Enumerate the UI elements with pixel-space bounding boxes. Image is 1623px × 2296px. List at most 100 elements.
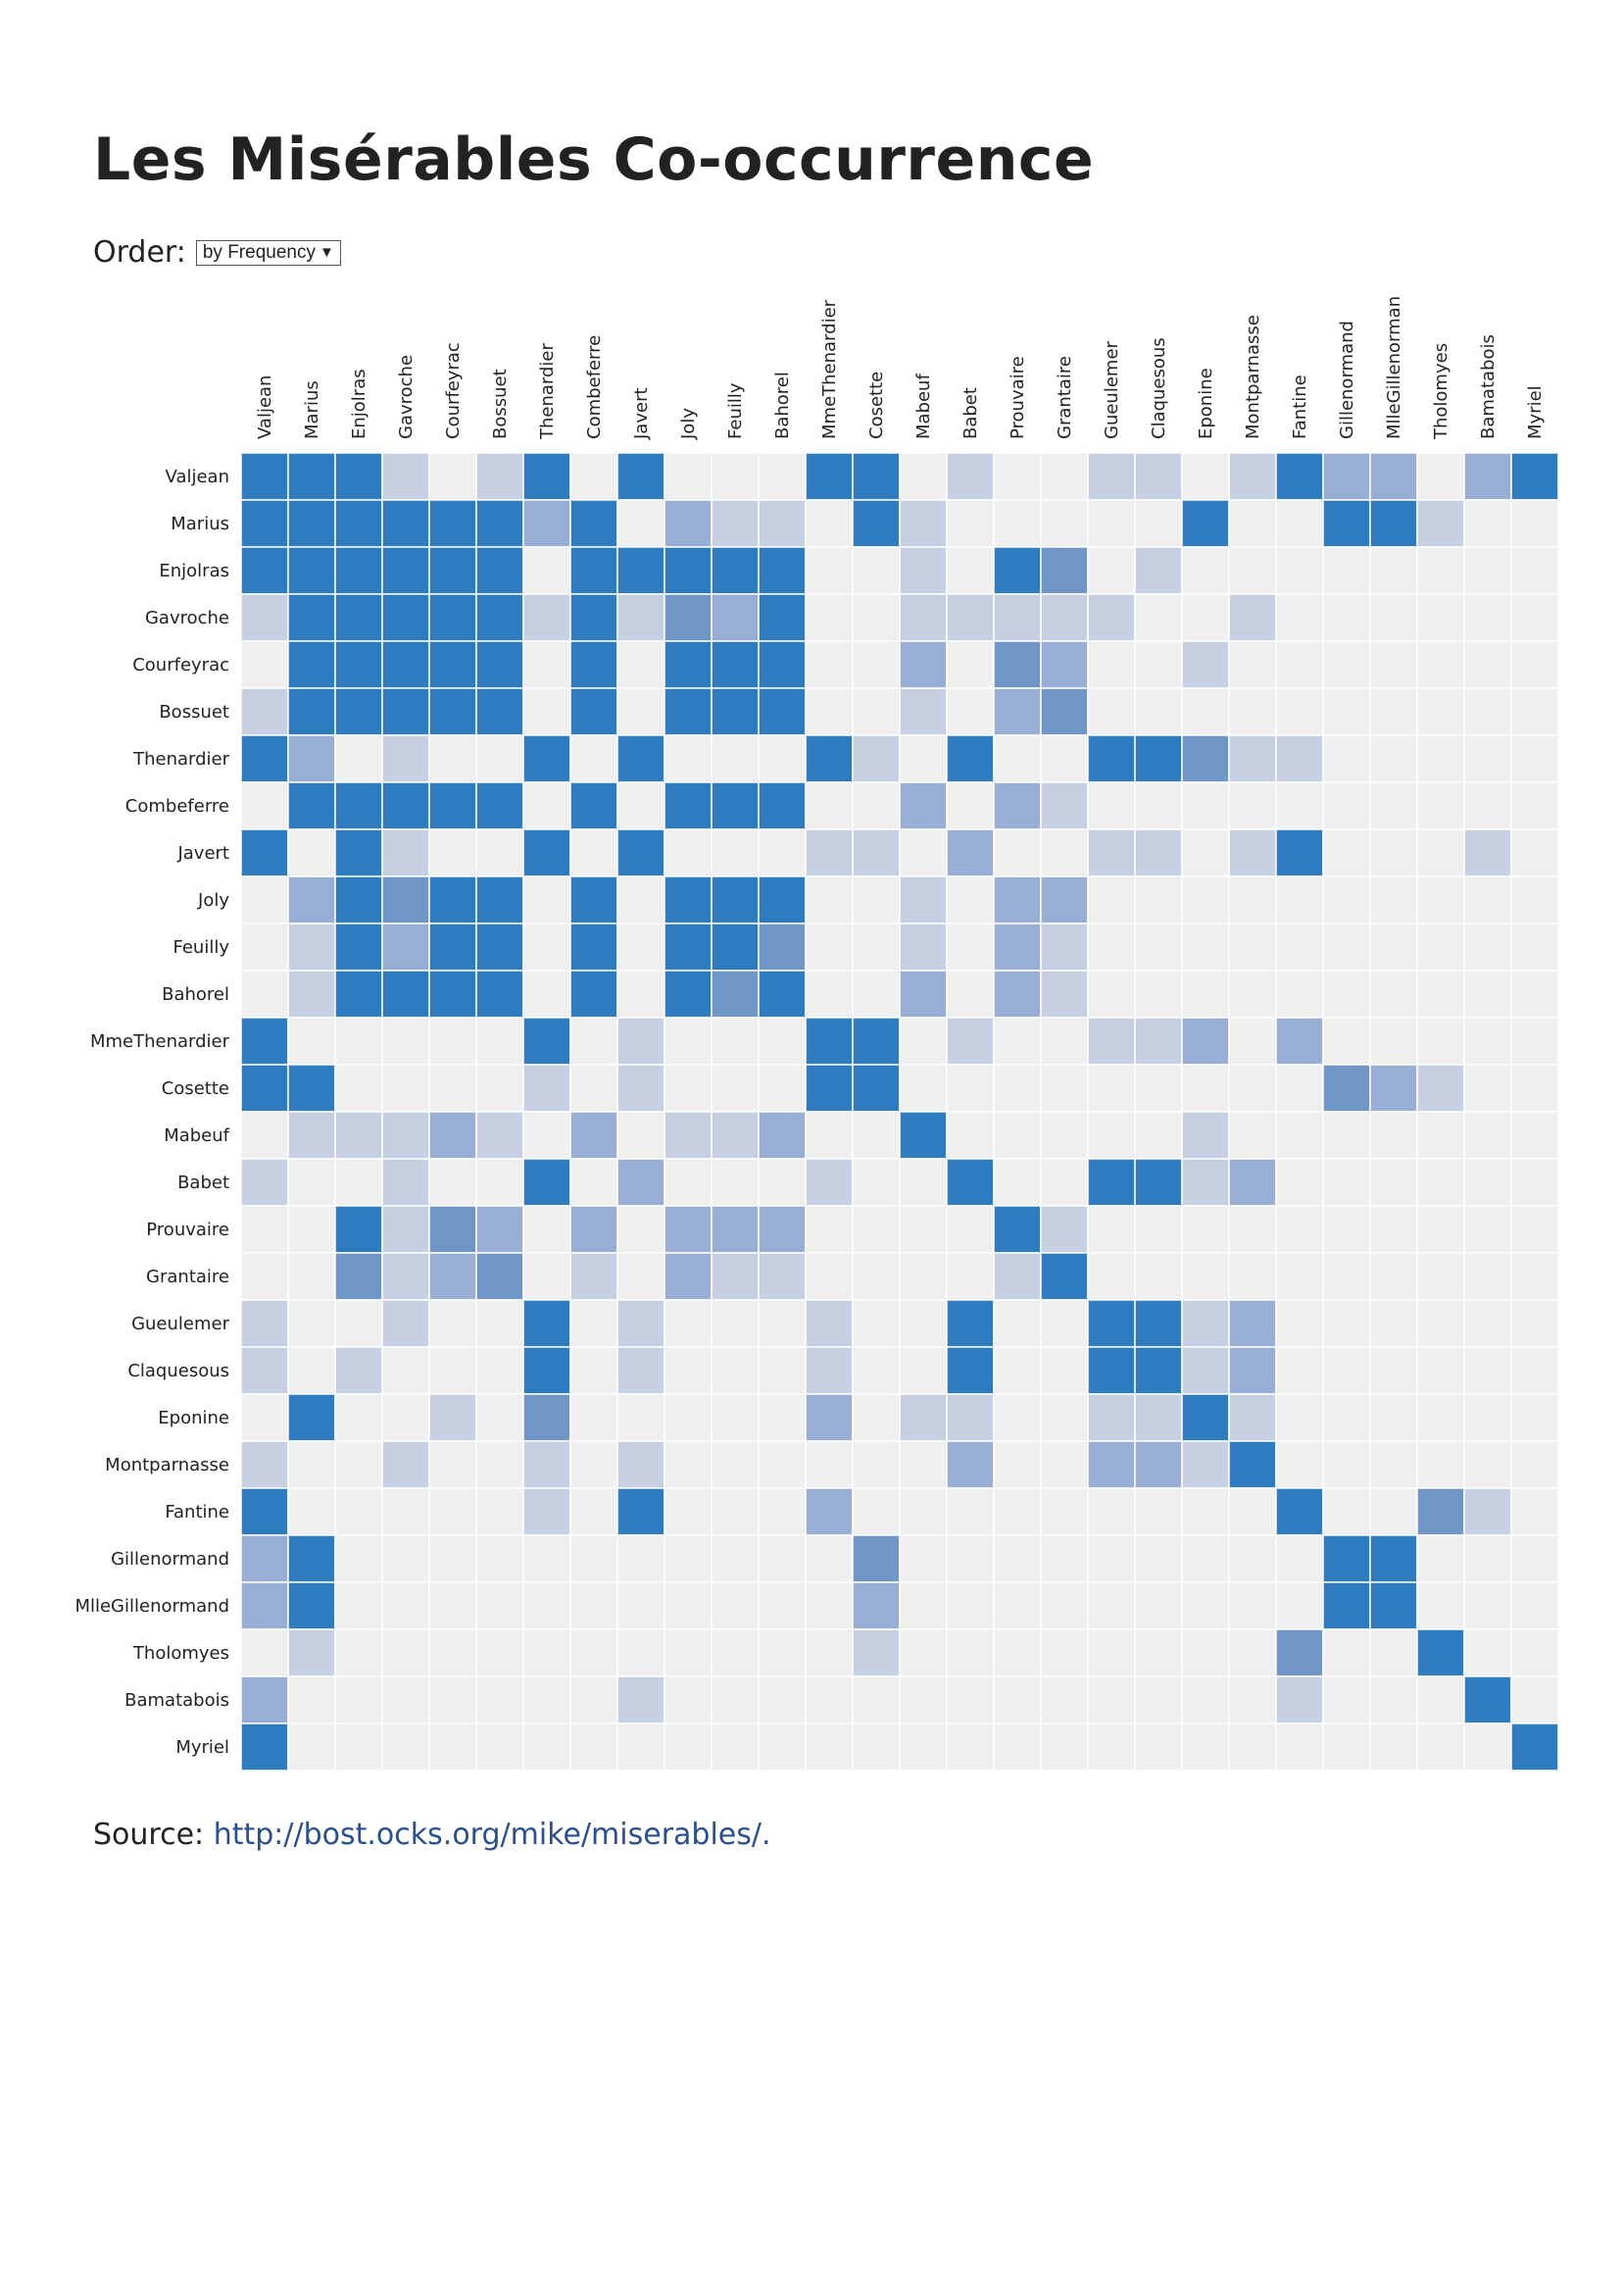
matrix-cell[interactable] xyxy=(1416,1628,1465,1677)
matrix-cell[interactable] xyxy=(334,1440,383,1489)
matrix-cell[interactable] xyxy=(711,1487,760,1536)
matrix-cell[interactable] xyxy=(1134,1017,1183,1066)
matrix-cell[interactable] xyxy=(758,1252,807,1301)
matrix-cell[interactable] xyxy=(1463,687,1512,736)
matrix-cell[interactable] xyxy=(240,452,289,501)
matrix-cell[interactable] xyxy=(522,734,571,783)
matrix-cell[interactable] xyxy=(1369,1111,1418,1160)
matrix-cell[interactable] xyxy=(899,1252,948,1301)
matrix-cell[interactable] xyxy=(993,1252,1042,1301)
matrix-cell[interactable] xyxy=(1275,1111,1324,1160)
matrix-cell[interactable] xyxy=(1416,1722,1465,1772)
matrix-cell[interactable] xyxy=(993,781,1042,830)
matrix-cell[interactable] xyxy=(1369,1440,1418,1489)
matrix-cell[interactable] xyxy=(428,1722,477,1772)
matrix-cell[interactable] xyxy=(475,687,524,736)
matrix-cell[interactable] xyxy=(1275,970,1324,1019)
matrix-cell[interactable] xyxy=(1087,1393,1136,1442)
matrix-cell[interactable] xyxy=(569,970,618,1019)
matrix-cell[interactable] xyxy=(1275,499,1324,548)
matrix-cell[interactable] xyxy=(1181,593,1230,642)
matrix-cell[interactable] xyxy=(569,546,618,595)
matrix-cell[interactable] xyxy=(381,734,430,783)
matrix-cell[interactable] xyxy=(1510,499,1559,548)
matrix-cell[interactable] xyxy=(758,781,807,830)
matrix-cell[interactable] xyxy=(1040,970,1089,1019)
matrix-cell[interactable] xyxy=(758,1111,807,1160)
matrix-cell[interactable] xyxy=(475,828,524,877)
matrix-cell[interactable] xyxy=(616,640,665,689)
matrix-cell[interactable] xyxy=(1463,970,1512,1019)
matrix-cell[interactable] xyxy=(522,1487,571,1536)
matrix-cell[interactable] xyxy=(522,546,571,595)
matrix-cell[interactable] xyxy=(428,734,477,783)
matrix-cell[interactable] xyxy=(240,1346,289,1395)
matrix-cell[interactable] xyxy=(1510,546,1559,595)
matrix-cell[interactable] xyxy=(1322,640,1371,689)
matrix-cell[interactable] xyxy=(1087,1534,1136,1583)
matrix-cell[interactable] xyxy=(1275,1252,1324,1301)
matrix-cell[interactable] xyxy=(381,546,430,595)
matrix-cell[interactable] xyxy=(1040,1722,1089,1772)
matrix-cell[interactable] xyxy=(475,1252,524,1301)
matrix-cell[interactable] xyxy=(287,452,336,501)
matrix-cell[interactable] xyxy=(569,923,618,972)
matrix-cell[interactable] xyxy=(1228,640,1277,689)
matrix-cell[interactable] xyxy=(993,1017,1042,1066)
matrix-cell[interactable] xyxy=(428,1487,477,1536)
matrix-cell[interactable] xyxy=(1369,1722,1418,1772)
matrix-cell[interactable] xyxy=(1510,1111,1559,1160)
matrix-cell[interactable] xyxy=(1228,1158,1277,1207)
matrix-cell[interactable] xyxy=(1369,734,1418,783)
matrix-cell[interactable] xyxy=(711,923,760,972)
matrix-cell[interactable] xyxy=(1275,1628,1324,1677)
matrix-cell[interactable] xyxy=(1510,734,1559,783)
matrix-cell[interactable] xyxy=(899,923,948,972)
matrix-cell[interactable] xyxy=(1510,452,1559,501)
matrix-cell[interactable] xyxy=(899,1346,948,1395)
matrix-cell[interactable] xyxy=(1040,452,1089,501)
matrix-cell[interactable] xyxy=(1134,452,1183,501)
matrix-cell[interactable] xyxy=(334,1017,383,1066)
matrix-cell[interactable] xyxy=(475,1440,524,1489)
matrix-cell[interactable] xyxy=(616,1581,665,1630)
matrix-cell[interactable] xyxy=(1040,1393,1089,1442)
matrix-cell[interactable] xyxy=(1369,875,1418,924)
matrix-cell[interactable] xyxy=(758,1581,807,1630)
matrix-cell[interactable] xyxy=(946,1252,995,1301)
matrix-cell[interactable] xyxy=(946,1675,995,1724)
matrix-cell[interactable] xyxy=(1134,875,1183,924)
matrix-cell[interactable] xyxy=(1322,1534,1371,1583)
matrix-cell[interactable] xyxy=(569,499,618,548)
matrix-cell[interactable] xyxy=(522,1017,571,1066)
matrix-cell[interactable] xyxy=(805,1158,854,1207)
matrix-cell[interactable] xyxy=(569,1722,618,1772)
matrix-cell[interactable] xyxy=(1040,1111,1089,1160)
matrix-cell[interactable] xyxy=(522,1722,571,1772)
matrix-cell[interactable] xyxy=(758,593,807,642)
matrix-cell[interactable] xyxy=(334,734,383,783)
matrix-cell[interactable] xyxy=(1322,1628,1371,1677)
matrix-cell[interactable] xyxy=(1228,970,1277,1019)
matrix-cell[interactable] xyxy=(475,1534,524,1583)
matrix-cell[interactable] xyxy=(1134,828,1183,877)
matrix-cell[interactable] xyxy=(1369,546,1418,595)
matrix-cell[interactable] xyxy=(240,734,289,783)
matrix-cell[interactable] xyxy=(1087,781,1136,830)
matrix-cell[interactable] xyxy=(946,1346,995,1395)
matrix-cell[interactable] xyxy=(852,452,901,501)
matrix-cell[interactable] xyxy=(1228,593,1277,642)
matrix-cell[interactable] xyxy=(711,1252,760,1301)
matrix-cell[interactable] xyxy=(899,970,948,1019)
matrix-cell[interactable] xyxy=(1416,1064,1465,1113)
matrix-cell[interactable] xyxy=(287,1111,336,1160)
matrix-cell[interactable] xyxy=(758,1675,807,1724)
matrix-cell[interactable] xyxy=(1228,546,1277,595)
matrix-cell[interactable] xyxy=(616,1205,665,1254)
matrix-cell[interactable] xyxy=(852,923,901,972)
matrix-cell[interactable] xyxy=(758,1299,807,1348)
matrix-cell[interactable] xyxy=(805,593,854,642)
matrix-cell[interactable] xyxy=(946,593,995,642)
matrix-cell[interactable] xyxy=(1369,499,1418,548)
matrix-cell[interactable] xyxy=(1181,1581,1230,1630)
